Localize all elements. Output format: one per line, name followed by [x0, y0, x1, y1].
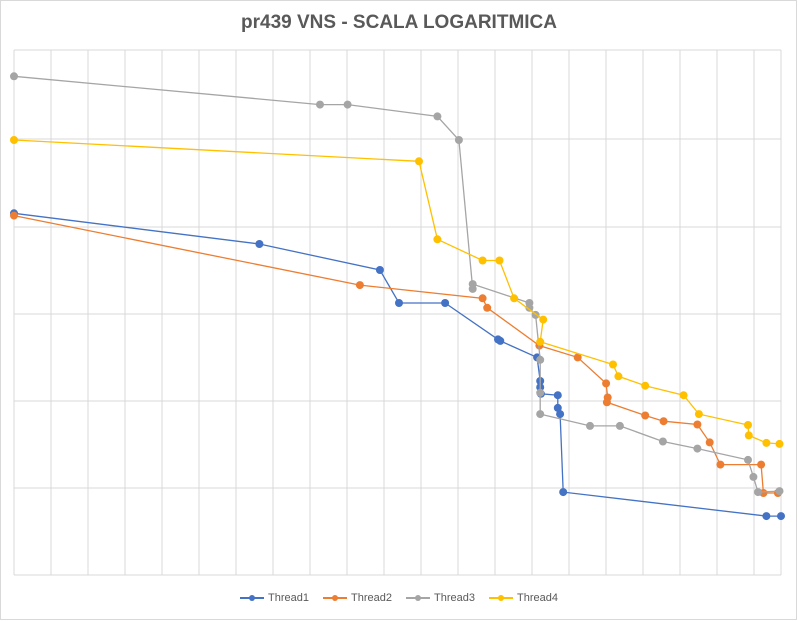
data-point-thread2: [355, 281, 364, 290]
legend-marker: [240, 593, 265, 603]
data-point-thread3: [693, 444, 702, 453]
data-point-thread1: [777, 512, 785, 521]
data-point-thread4: [415, 157, 423, 166]
data-point-thread2: [757, 460, 766, 469]
data-point-thread4: [614, 372, 623, 381]
data-point-thread4: [478, 256, 487, 265]
data-point-thread4: [10, 136, 18, 144]
data-point-thread2: [573, 353, 582, 362]
data-point-thread2: [641, 411, 650, 420]
data-point-thread3: [658, 437, 667, 446]
legend-label: Thread4: [516, 592, 558, 604]
data-point-thread3: [775, 487, 784, 496]
data-point-thread3: [586, 421, 594, 430]
data-point-thread4: [433, 235, 442, 244]
legend-item-thread4: Thread4: [488, 592, 558, 604]
data-point-thread3: [525, 303, 534, 312]
data-point-thread1: [496, 336, 505, 345]
data-point-thread4: [744, 431, 753, 440]
chart-title: pr439 VNS - SCALA LOGARITMICA: [241, 12, 557, 33]
data-point-thread3: [536, 388, 545, 397]
data-point-thread3: [615, 421, 624, 430]
data-point-thread2: [483, 303, 492, 312]
data-point-thread3: [343, 100, 352, 109]
data-point-thread2: [716, 460, 725, 469]
data-point-thread1: [441, 299, 450, 307]
data-point-thread1: [559, 488, 568, 497]
data-point-thread4: [495, 256, 504, 265]
data-point-thread4: [694, 410, 703, 419]
legend-label: Thread1: [268, 592, 310, 604]
data-point-thread4: [539, 315, 548, 324]
data-point-thread2: [693, 420, 702, 429]
data-point-thread1: [375, 266, 384, 274]
legend-marker: [406, 593, 430, 603]
data-point-thread3: [10, 72, 18, 81]
legend: Thread1 Thread2 Thread3 Thread4: [0, 592, 798, 604]
data-point-thread3: [536, 410, 545, 419]
legend-label: Thread3: [434, 592, 475, 604]
data-point-thread3: [454, 136, 463, 144]
data-point-thread4: [679, 391, 688, 400]
legend-marker: [488, 593, 513, 603]
data-point-thread1: [556, 410, 565, 419]
series-line-thread2: [13, 214, 778, 494]
data-point-thread1: [255, 240, 264, 248]
legend-marker: [323, 593, 348, 603]
data-point-thread2: [659, 417, 668, 426]
data-point-thread3: [744, 455, 752, 464]
data-point-thread4: [775, 439, 784, 448]
data-point-thread4: [510, 294, 519, 303]
data-point-thread3: [316, 100, 324, 109]
data-point-thread4: [744, 421, 752, 429]
data-point-thread2: [10, 211, 18, 220]
legend-item-thread3: Thread3: [406, 592, 475, 604]
data-point-thread4: [609, 360, 617, 369]
data-point-thread2: [602, 379, 611, 388]
data-point-thread2: [705, 438, 714, 447]
data-point-thread3: [749, 472, 758, 481]
data-point-thread2: [478, 294, 487, 303]
legend-item-thread1: Thread1: [240, 592, 309, 604]
data-point-thread3: [468, 280, 477, 289]
data-point-thread4: [762, 438, 771, 447]
data-point-thread1: [762, 512, 771, 521]
data-point-thread2: [602, 398, 611, 407]
series-line-thread4: [13, 139, 780, 445]
data-point-thread4: [641, 381, 650, 390]
data-point-thread3: [433, 112, 442, 121]
series-line-thread1: [13, 212, 781, 517]
data-point-thread1: [553, 391, 562, 400]
data-point-thread3: [536, 355, 545, 364]
data-point-thread4: [536, 337, 545, 346]
legend-label: Thread2: [351, 592, 392, 604]
data-point-thread1: [553, 403, 562, 412]
data-point-thread1: [395, 299, 403, 307]
legend-item-thread2: Thread2: [323, 592, 392, 604]
data-point-thread3: [754, 488, 762, 497]
